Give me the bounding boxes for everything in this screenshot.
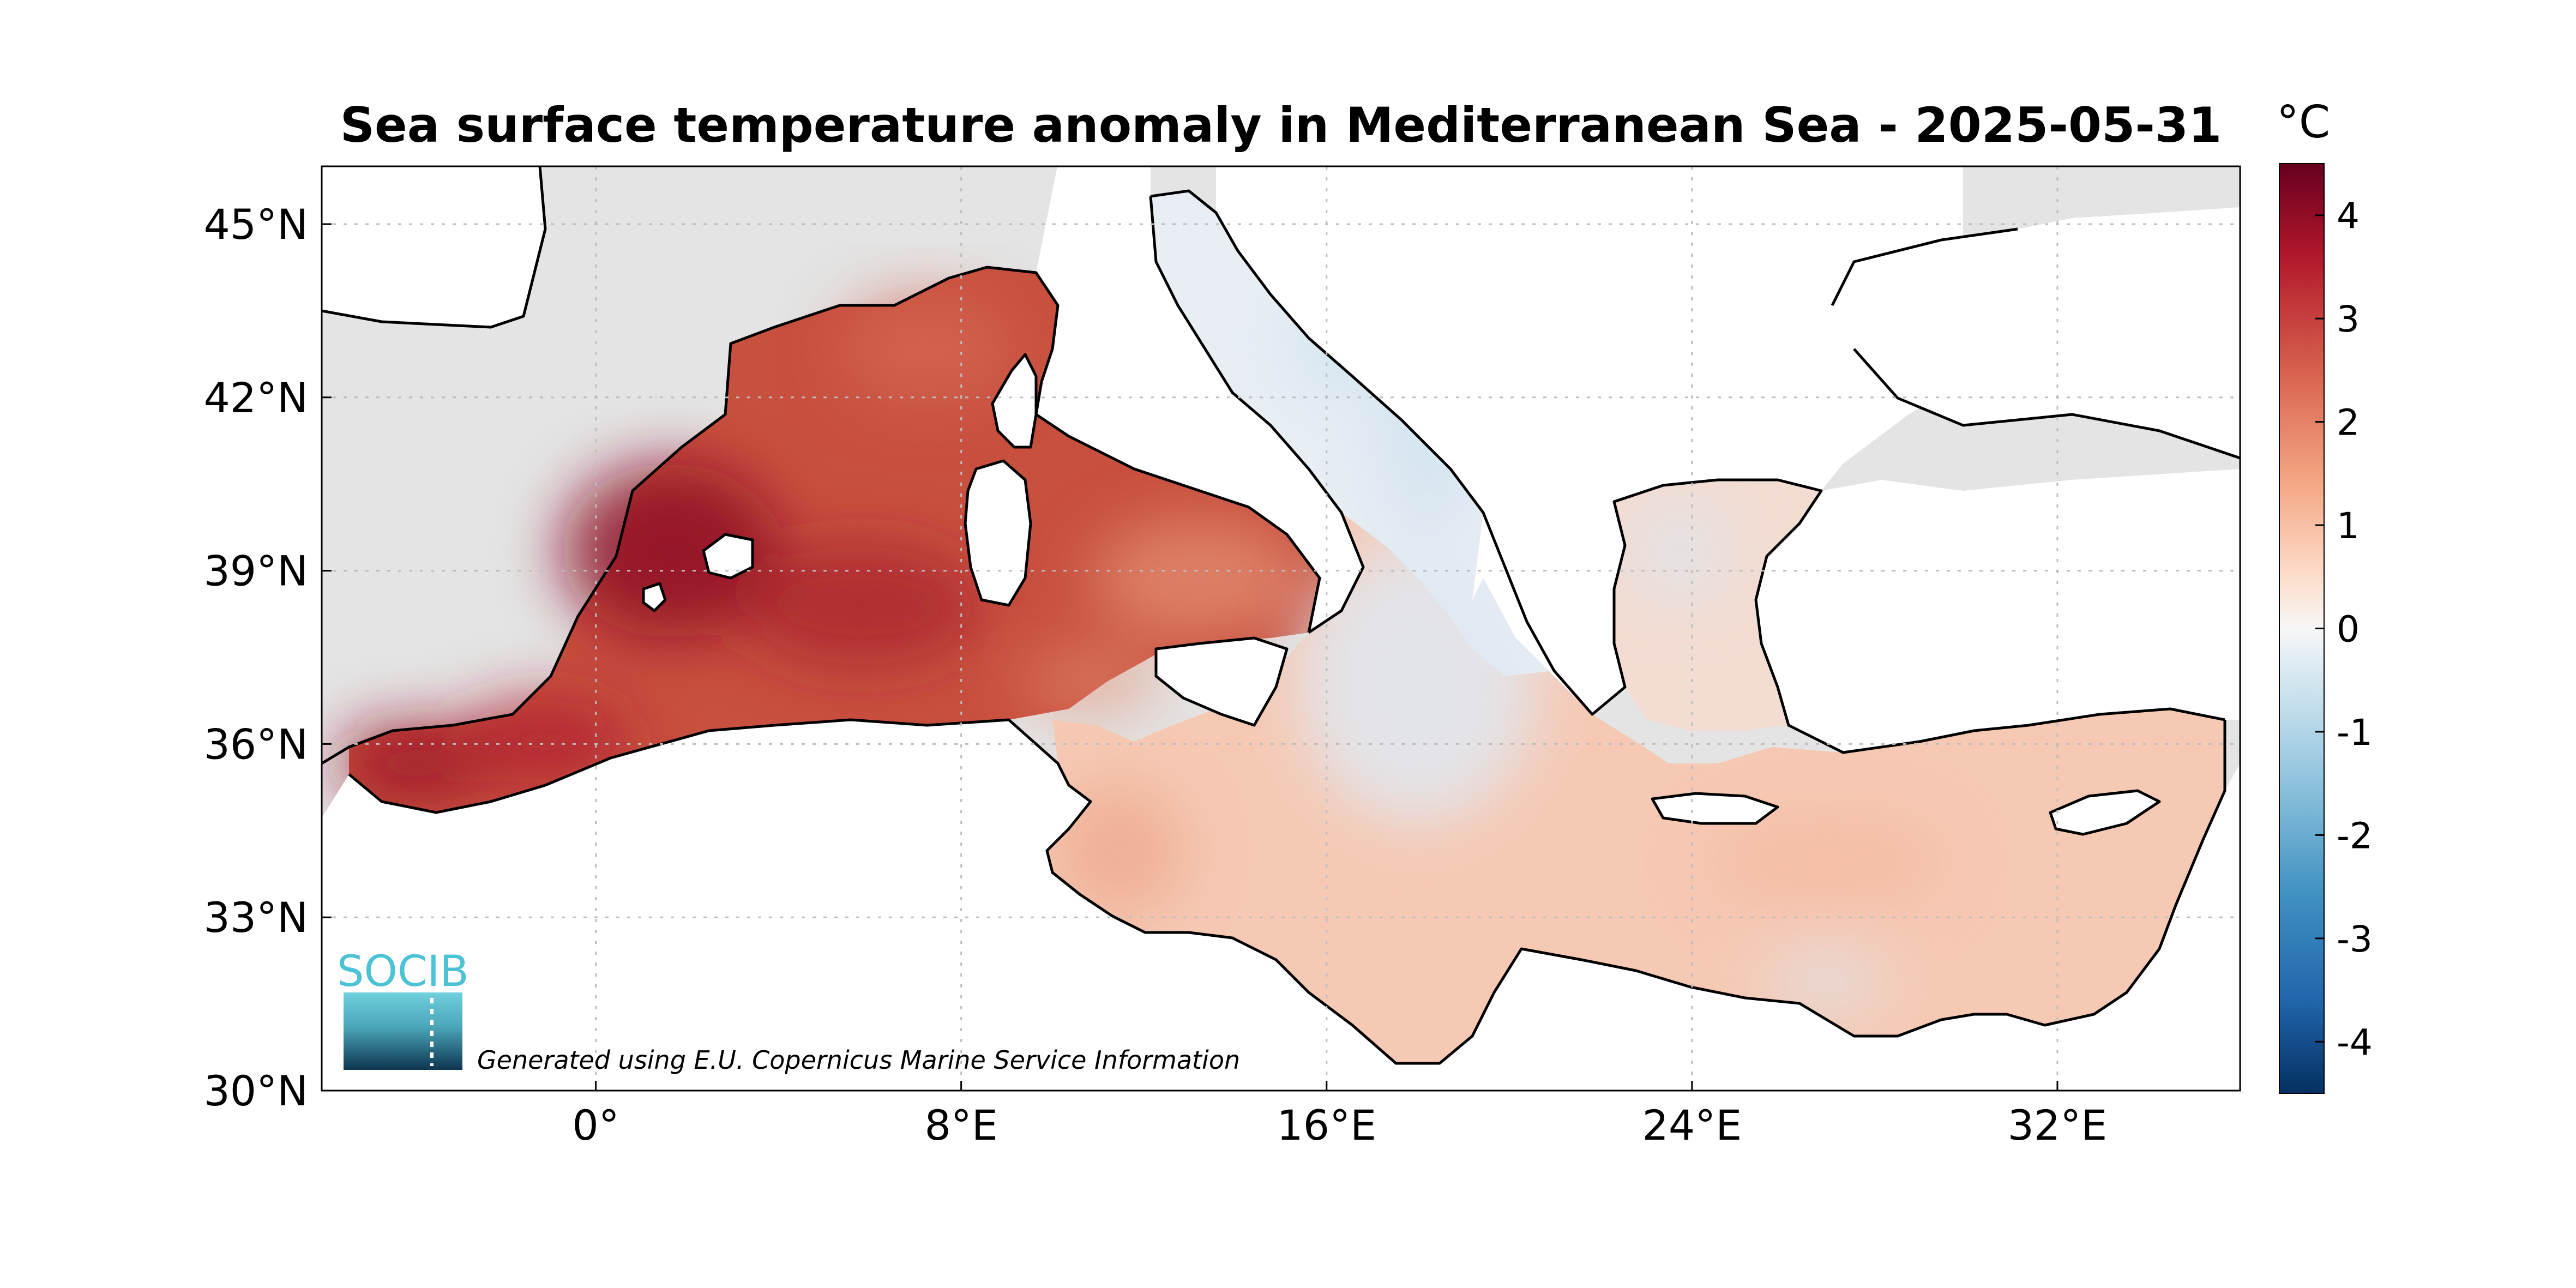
ibiza — [642, 582, 667, 612]
coastline-iberia-north — [322, 166, 547, 329]
lon-tick-label: 8°E — [924, 1101, 997, 1149]
colorbar-unit: °C — [2277, 97, 2330, 148]
lat-tick-label: 39°N — [203, 547, 308, 595]
lat-tick-label: 42°N — [203, 374, 308, 422]
warm-anomaly-overlay — [338, 294, 1309, 802]
colorbar: °C 4 3 2 1 0 -1 -2 -3 -4 — [2277, 97, 2373, 1094]
coastline-italy-west — [1149, 196, 1365, 634]
balkans-land — [1216, 166, 1963, 714]
mainland — [322, 166, 2240, 1091]
north-africa-west — [322, 720, 2240, 1091]
colorbar-tick-label: -2 — [2337, 815, 2373, 857]
crete — [1651, 792, 1779, 825]
credit-text: Generated using E.U. Copernicus Marine S… — [477, 1045, 1240, 1075]
sicily — [1154, 636, 1289, 727]
lat-tick-label: 45°N — [203, 200, 308, 249]
colorbar-tick-label: 2 — [2337, 402, 2360, 444]
colorbar-tick-label: 3 — [2337, 298, 2360, 340]
latitude-axis: 30°N 33°N 36°N 39°N 42°N 45°N — [203, 200, 332, 1115]
coastline-south — [348, 718, 2226, 1065]
coastline-west — [322, 266, 1321, 765]
black-sea — [1832, 207, 2240, 458]
lat-tick-label: 36°N — [203, 720, 308, 768]
sst-anomaly-field — [338, 191, 2225, 1063]
colorbar-tick-label: 0 — [2337, 609, 2360, 651]
socib-logo: SOCIB — [337, 947, 469, 1076]
colorbar-ticks: 4 3 2 1 0 -1 -2 -3 -4 — [2315, 195, 2373, 1063]
coastline-black-sea — [1831, 227, 2240, 460]
cyprus — [2049, 789, 2161, 836]
coastline-adriatic-east — [1150, 189, 2225, 754]
coastlines — [322, 166, 2240, 1065]
colorbar-tick-label: 1 — [2337, 505, 2360, 547]
map-title: Sea surface temperature anomaly in Medit… — [340, 97, 2222, 153]
map-frame — [321, 165, 2241, 1092]
sardinia — [964, 459, 1032, 607]
lat-tick-label: 33°N — [203, 893, 308, 942]
longitude-axis: 0° 8°E 16°E 24°E 32°E — [572, 1081, 2107, 1149]
lon-tick-label: 0° — [572, 1101, 619, 1149]
mallorca — [702, 533, 754, 580]
lat-tick-label: 30°N — [203, 1067, 308, 1115]
colorbar-tick-label: -4 — [2337, 1021, 2373, 1063]
italy-land — [1036, 166, 1363, 633]
lon-tick-label: 32°E — [2008, 1101, 2108, 1149]
corsica — [991, 353, 1038, 449]
colorbar-tick-label: -1 — [2337, 712, 2373, 754]
map-area: SOCIB Generated using E.U. Copernicus Ma… — [322, 166, 2240, 1091]
turkey-land — [1756, 469, 2240, 753]
lon-tick-label: 16°E — [1277, 1101, 1376, 1149]
islands — [642, 353, 2161, 836]
colorbar-tick-label: -3 — [2337, 918, 2373, 960]
logo-wave-icon — [344, 992, 462, 1070]
iberia-land — [322, 166, 545, 327]
logo-text: SOCIB — [337, 947, 469, 996]
colorbar-tick-label: 4 — [2337, 195, 2360, 237]
gridlines — [322, 166, 2240, 1091]
lon-tick-label: 24°E — [1642, 1101, 1742, 1149]
